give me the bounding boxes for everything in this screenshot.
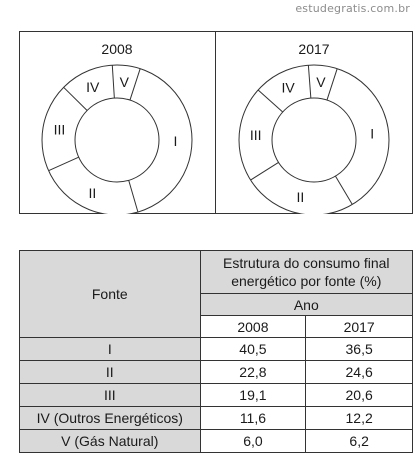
energy-consumption-table: Fonte Estrutura do consumo final energét… xyxy=(19,250,414,453)
donut-inner-ring xyxy=(271,97,357,183)
slice-divider xyxy=(326,68,338,101)
table-row: V (Gás Natural) 6,0 6,2 xyxy=(19,429,413,453)
slice-divider xyxy=(257,89,284,113)
slice-divider xyxy=(63,86,88,111)
slice-label: II xyxy=(89,185,97,201)
slice-divider xyxy=(307,65,312,99)
slice-divider xyxy=(129,68,141,101)
slice-label: II xyxy=(296,189,304,205)
slice-divider xyxy=(111,65,115,99)
fonte-cell: III xyxy=(19,383,201,407)
value-2008-cell: 6,0 xyxy=(199,429,307,453)
year-2008-header: 2008 xyxy=(199,315,307,338)
value-2017-cell: 20,6 xyxy=(305,383,413,407)
fonte-header: Fonte xyxy=(19,250,201,338)
slice-label: I xyxy=(370,126,374,142)
donut-inner-ring xyxy=(74,97,160,183)
fonte-cell: II xyxy=(19,360,201,384)
slice-label: IV xyxy=(282,80,296,96)
value-2017-cell: 24,6 xyxy=(305,360,413,384)
year-2017-header: 2017 xyxy=(305,315,413,338)
watermark: estudegratis.com.br xyxy=(295,2,410,15)
table-row: II 22,8 24,6 xyxy=(19,360,413,384)
slice-divider xyxy=(335,175,353,205)
slice-divider xyxy=(48,156,79,172)
structure-header-line2: energético por fonte (%) xyxy=(231,273,382,289)
slice-label: V xyxy=(120,74,130,90)
structure-header: Estrutura do consumo final energético po… xyxy=(199,250,414,294)
value-2008-cell: 40,5 xyxy=(199,337,307,361)
donut-title: 2017 xyxy=(298,41,330,57)
donut-chart-2017: 2017 I II III IV V xyxy=(216,31,412,214)
value-2017-cell: 12,2 xyxy=(305,406,413,430)
slice-label: III xyxy=(54,122,66,138)
value-2008-cell: 22,8 xyxy=(199,360,307,384)
slice-label: IV xyxy=(86,79,100,95)
value-2008-cell: 19,1 xyxy=(199,383,307,407)
donut-chart-2008: 2008 I II III IV V xyxy=(19,31,215,214)
value-2008-cell: 11,6 xyxy=(199,406,307,430)
charts-divider xyxy=(215,31,216,214)
structure-header-line1: Estrutura do consumo final xyxy=(223,255,390,271)
slice-divider xyxy=(250,161,279,181)
fonte-cell: I xyxy=(19,337,201,361)
slice-label: V xyxy=(316,74,326,90)
slice-label: I xyxy=(174,133,178,149)
slice-label: III xyxy=(250,127,262,143)
donut-title: 2008 xyxy=(101,41,133,57)
table-row: III 19,1 20,6 xyxy=(19,383,413,407)
charts-frame xyxy=(19,31,413,214)
ano-header: Ano xyxy=(199,293,414,316)
fonte-cell: V (Gás Natural) xyxy=(19,429,201,453)
slice-divider xyxy=(128,180,139,213)
fonte-cell: IV (Outros Energéticos) xyxy=(19,406,201,430)
table-row: IV (Outros Energéticos) 11,6 12,2 xyxy=(19,406,413,430)
table-row: I 40,5 36,5 xyxy=(19,337,413,361)
value-2017-cell: 6,2 xyxy=(305,429,413,453)
value-2017-cell: 36,5 xyxy=(305,337,413,361)
